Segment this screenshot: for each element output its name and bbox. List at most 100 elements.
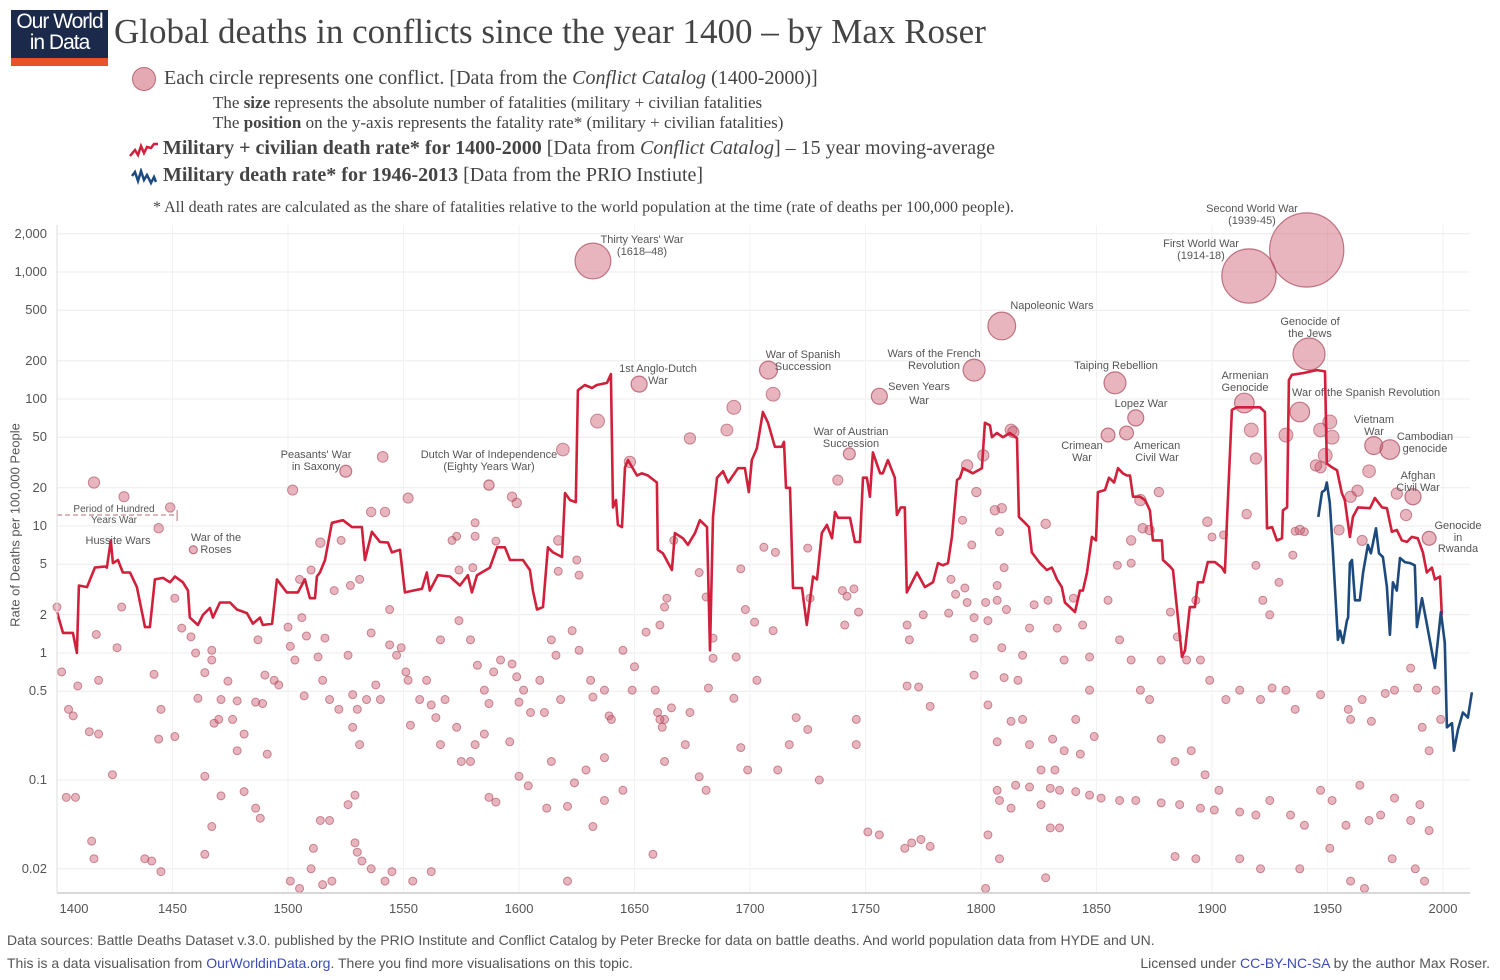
annotation-american-civil-war: American Civil War bbox=[1133, 440, 1181, 464]
conflict-bubble bbox=[962, 597, 972, 607]
legend-circle-text: Each circle represents one conflict. [Da… bbox=[164, 67, 818, 90]
conflict-bubble bbox=[701, 785, 711, 795]
conflict-bubble bbox=[925, 841, 935, 851]
conflict-bubble bbox=[1344, 490, 1357, 503]
conflict-bubble bbox=[1299, 820, 1309, 830]
conflict-bubble bbox=[313, 652, 323, 662]
conflict-bubble bbox=[154, 734, 164, 744]
conflict-bubble bbox=[1249, 452, 1263, 465]
conflict-bubble bbox=[507, 659, 517, 669]
conflict-bubble bbox=[849, 584, 859, 594]
conflict-bubble bbox=[916, 835, 926, 845]
conflict-bubble bbox=[750, 617, 760, 627]
conflict-bubble-vietnam-war bbox=[1364, 436, 1384, 456]
conflict-bubble bbox=[1202, 516, 1213, 527]
conflict-bubble bbox=[1406, 815, 1416, 825]
conflict-bubble bbox=[969, 670, 979, 680]
license-link[interactable]: CC-BY-NC-SA bbox=[1239, 955, 1330, 971]
conflict-bubble bbox=[239, 787, 249, 797]
annotation-vietnam-war: Vietnam War bbox=[1353, 414, 1395, 438]
conflict-bubble bbox=[156, 704, 166, 714]
legend-source-italic: Conflict Catalog bbox=[572, 67, 707, 89]
conflict-bubble-thirty-years-war bbox=[574, 242, 612, 280]
conflict-bubble bbox=[306, 565, 316, 575]
conflict-bubble bbox=[87, 476, 101, 489]
conflict-bubble bbox=[283, 622, 293, 632]
conflict-bubble bbox=[1278, 427, 1294, 443]
y-tick-label: 20 bbox=[33, 480, 47, 495]
conflict-bubble bbox=[1317, 447, 1333, 463]
logo-bar bbox=[11, 58, 108, 66]
conflict-bubble bbox=[514, 771, 524, 781]
conflict-bubble bbox=[68, 711, 78, 721]
conflict-bubble bbox=[981, 883, 991, 893]
conflict-bubble bbox=[1126, 655, 1136, 665]
conflict-bubble bbox=[588, 692, 598, 702]
conflict-bubble bbox=[345, 581, 355, 591]
conflict-bubble bbox=[1290, 704, 1300, 714]
conflict-bubble bbox=[1013, 675, 1023, 685]
conflict-bubble bbox=[1343, 704, 1353, 714]
owid-link[interactable]: OurWorldinData.org bbox=[206, 955, 331, 971]
conflict-bubble bbox=[992, 595, 1002, 605]
conflict-bubble bbox=[251, 697, 261, 707]
conflict-bubble bbox=[193, 693, 203, 703]
owid-logo: Our World in Data bbox=[11, 10, 108, 66]
conflict-bubble bbox=[376, 451, 389, 463]
conflict-bubble bbox=[1267, 683, 1277, 693]
conflict-bubble bbox=[431, 713, 441, 723]
annotation-hundred-years-war: Period of Hundred Years War bbox=[73, 504, 155, 526]
conflict-bubble bbox=[214, 714, 224, 724]
conflict-bubble bbox=[1424, 826, 1434, 836]
conflict-bubble bbox=[572, 555, 582, 565]
conflict-bubble bbox=[470, 518, 480, 528]
conflict-bubble bbox=[290, 655, 300, 665]
legend-red-text: Military + civilian death rate* for 1400… bbox=[163, 137, 995, 160]
conflict-bubble bbox=[784, 740, 794, 750]
conflict-bubble bbox=[960, 583, 970, 593]
conflict-bubble bbox=[542, 803, 552, 813]
conflict-bubble bbox=[405, 720, 415, 730]
y-tick-label: 50 bbox=[33, 429, 47, 444]
conflict-bubble bbox=[1006, 803, 1016, 813]
series-lines bbox=[55, 368, 1474, 753]
conflict-bubble bbox=[1126, 558, 1136, 568]
conflict-bubble bbox=[365, 506, 377, 518]
conflict-bubble bbox=[1417, 722, 1427, 732]
conflict-bubble bbox=[997, 643, 1007, 653]
conflict-bubble bbox=[606, 714, 616, 724]
conflict-bubble bbox=[1025, 740, 1035, 750]
conflict-bubble bbox=[1251, 810, 1261, 820]
conflict-bubble bbox=[1410, 864, 1420, 874]
conflict-bubble bbox=[1170, 851, 1180, 861]
conflict-bubble bbox=[274, 680, 284, 690]
conflict-bubble bbox=[1346, 876, 1356, 886]
conflict-bubble bbox=[366, 628, 376, 638]
conflict-bubble bbox=[468, 563, 478, 573]
conflict-bubble bbox=[299, 691, 309, 701]
legend-text: Each circle represents one conflict. [Da… bbox=[164, 67, 573, 89]
conflict-bubble bbox=[1001, 605, 1011, 615]
annotation-afghan-civil-war: Afghan Civil War bbox=[1396, 470, 1440, 494]
x-tick-label: 1550 bbox=[389, 901, 418, 916]
conflict-bubble bbox=[1048, 734, 1058, 744]
conflict-bubble bbox=[569, 778, 579, 788]
conflict-bubble bbox=[164, 502, 176, 513]
conflict-bubble bbox=[546, 756, 556, 766]
conflict-bubble bbox=[454, 616, 464, 626]
conflict-bubble bbox=[1075, 749, 1085, 759]
conflict-bubble bbox=[1415, 800, 1425, 810]
logo-line-1: Our World bbox=[16, 10, 103, 33]
conflict-bubble bbox=[981, 597, 991, 607]
conflict-bubble bbox=[1265, 795, 1275, 805]
conflict-bubble bbox=[295, 883, 305, 893]
conflict-bubble bbox=[1346, 714, 1356, 724]
conflict-bubble-lopez-war bbox=[1127, 409, 1145, 427]
conflict-bubble bbox=[408, 876, 418, 886]
conflict-bubble bbox=[574, 570, 584, 580]
conflict-bubble bbox=[479, 685, 489, 695]
conflict-bubble bbox=[1309, 459, 1323, 472]
annotation-thirty-years-war: Thirty Years' War (1618–48) bbox=[600, 234, 684, 258]
footer-license: Licensed under CC-BY-NC-SA by the author… bbox=[1140, 955, 1490, 971]
